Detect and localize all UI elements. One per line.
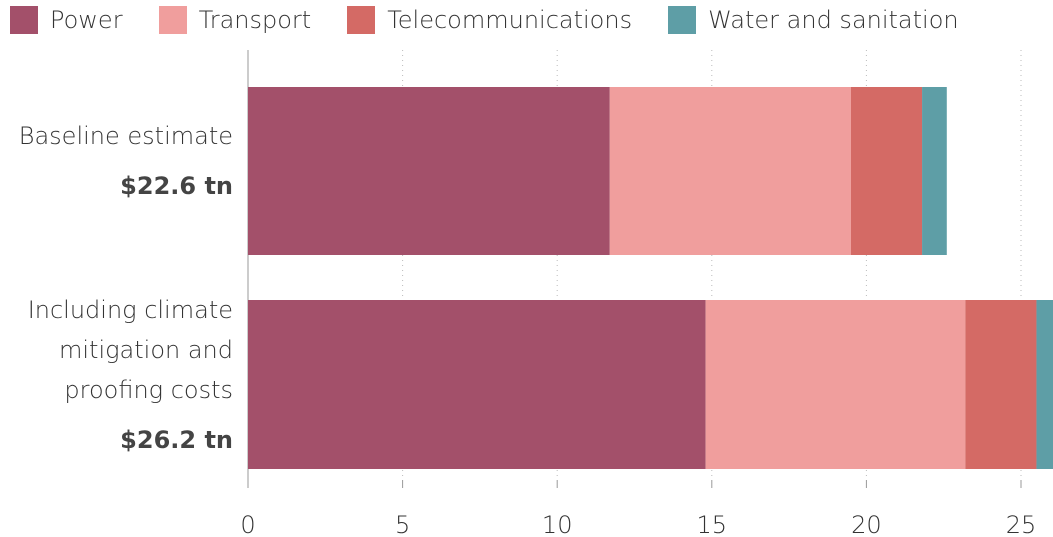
legend-item: Transport [158,6,312,34]
category-label-group: Including climate mitigation and proofin… [0,290,233,459]
legend-label: Telecommunications [387,6,633,34]
legend: Power Transport Telecommunications Water an… [10,6,959,34]
total-label: $26.2 tn [120,425,233,454]
legend-item: Power [10,6,123,34]
bar-segment [248,87,610,255]
total-label: $22.6 tn [120,172,233,200]
legend-label: Water and sanitation [708,6,959,34]
x-tick-label: 15 [697,511,728,537]
x-tick-label: 5 [395,511,410,537]
legend-label: Transport [198,6,312,34]
x-tick-label: 0 [240,511,255,537]
legend-swatch [10,6,38,34]
bar-segment [922,87,947,255]
bar-segment [1036,300,1053,469]
bar-segment [850,87,923,255]
x-tick-label: 25 [1006,511,1037,537]
bar-segment [609,87,851,255]
x-tick-label: 10 [542,511,573,537]
bar-segment [705,300,966,469]
category-label: Including climate mitigation and proofin… [27,295,233,404]
legend-swatch [347,6,376,34]
category-label-group: Baseline estimate $22.6 tn [0,77,233,245]
x-tick-label: 20 [851,511,882,537]
legend-item: Telecommunications [347,6,632,34]
legend-item: Water and sanitation [668,6,959,34]
legend-swatch [668,6,697,34]
bar-segment [965,300,1037,469]
bar-segment [248,300,706,469]
legend-label: Power [50,6,123,34]
legend-swatch [158,6,187,34]
category-label: Baseline estimate [18,122,233,150]
